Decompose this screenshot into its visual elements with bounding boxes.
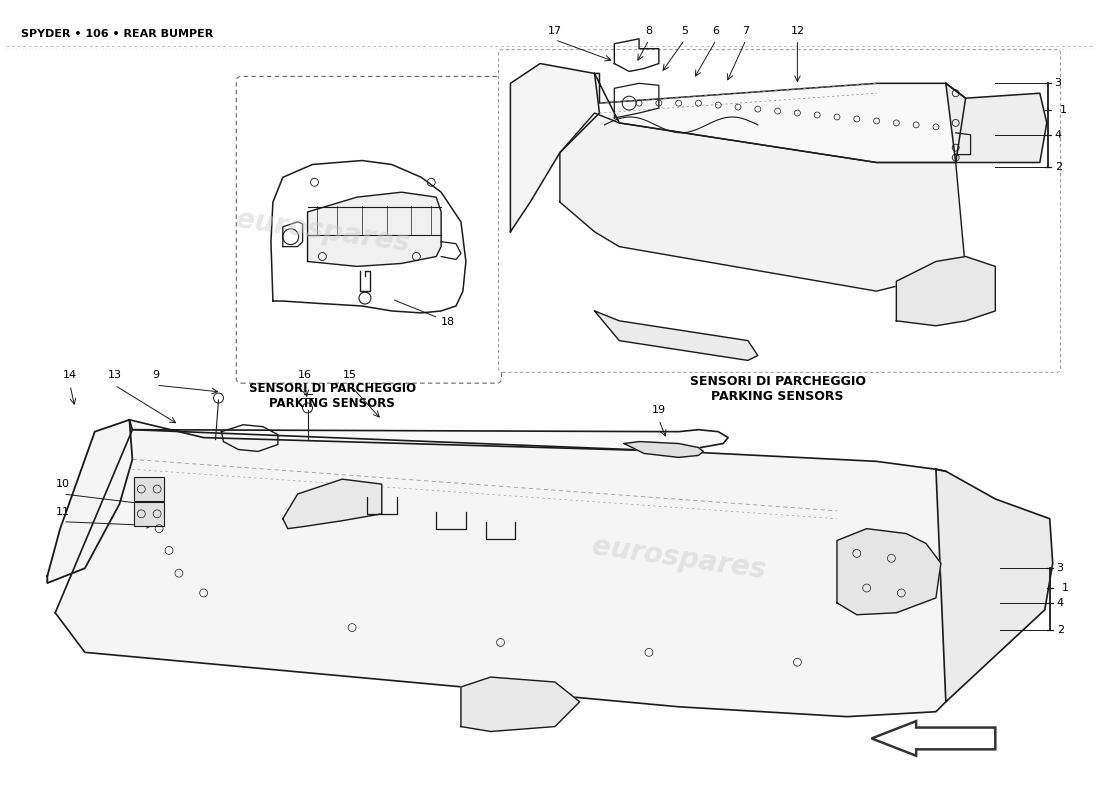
Text: 2: 2 <box>1057 625 1064 634</box>
FancyBboxPatch shape <box>498 50 1060 372</box>
Text: 19: 19 <box>652 405 666 415</box>
Text: 7: 7 <box>742 26 749 36</box>
FancyArrow shape <box>871 721 996 756</box>
Text: 3: 3 <box>1057 563 1064 574</box>
Polygon shape <box>510 63 600 232</box>
Text: 15: 15 <box>343 370 358 380</box>
Text: 13: 13 <box>108 370 122 380</box>
Text: eurospares: eurospares <box>233 206 411 258</box>
Text: 16: 16 <box>298 370 311 380</box>
Text: SENSORI DI PARCHEGGIO
PARKING SENSORS: SENSORI DI PARCHEGGIO PARKING SENSORS <box>249 382 416 410</box>
Polygon shape <box>946 83 1047 162</box>
Text: 9: 9 <box>153 370 159 380</box>
Text: 17: 17 <box>548 26 562 36</box>
Polygon shape <box>130 420 728 451</box>
Text: 18: 18 <box>394 300 455 326</box>
Text: SENSORI DI PARCHEGGIO
PARKING SENSORS: SENSORI DI PARCHEGGIO PARKING SENSORS <box>690 375 866 403</box>
Text: 3: 3 <box>1055 78 1061 88</box>
Polygon shape <box>936 470 1053 702</box>
Polygon shape <box>594 74 966 162</box>
Polygon shape <box>560 113 966 291</box>
Text: eurospares: eurospares <box>590 532 768 585</box>
Text: 2: 2 <box>1055 162 1061 173</box>
Text: 8: 8 <box>646 26 652 36</box>
Text: 1: 1 <box>1059 105 1067 115</box>
Text: 4: 4 <box>1057 598 1064 608</box>
Polygon shape <box>308 192 441 266</box>
Text: 4: 4 <box>1055 130 1061 140</box>
Polygon shape <box>896 257 996 326</box>
Text: 11: 11 <box>56 506 70 517</box>
Polygon shape <box>55 430 946 717</box>
Polygon shape <box>461 677 580 731</box>
Polygon shape <box>624 442 703 458</box>
FancyBboxPatch shape <box>236 77 502 383</box>
Polygon shape <box>47 420 132 583</box>
Text: SPYDER • 106 • REAR BUMPER: SPYDER • 106 • REAR BUMPER <box>21 29 212 39</box>
Polygon shape <box>594 311 758 361</box>
Bar <box>134 502 164 526</box>
Text: 14: 14 <box>63 370 77 380</box>
Text: 6: 6 <box>713 26 719 36</box>
Bar <box>134 477 164 501</box>
Polygon shape <box>837 529 940 614</box>
Polygon shape <box>283 479 382 529</box>
Text: 1: 1 <box>1062 583 1068 593</box>
Text: 12: 12 <box>790 26 804 36</box>
Text: 5: 5 <box>681 26 689 36</box>
Text: 10: 10 <box>56 479 70 489</box>
